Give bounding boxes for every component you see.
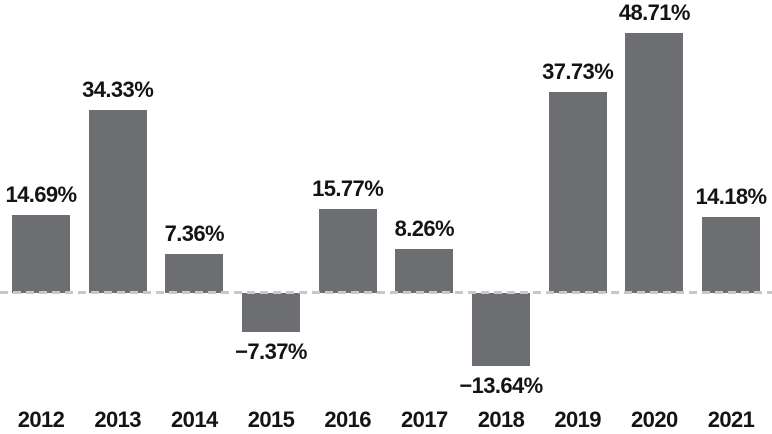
value-label-2019: 37.73% — [542, 58, 614, 84]
x-axis-label-2020: 2020 — [631, 407, 678, 432]
bar-2021 — [702, 217, 760, 293]
value-label-2016: 15.77% — [312, 175, 384, 201]
bar-2015 — [242, 293, 300, 333]
x-axis-label-2012: 2012 — [17, 407, 65, 432]
bar-2017 — [395, 248, 454, 293]
bar-2019 — [548, 91, 607, 293]
bar-2020 — [625, 32, 684, 293]
zero-baseline — [0, 291, 772, 294]
value-label-2017: 8.26% — [394, 215, 455, 241]
value-label-2020: 48.71% — [618, 0, 691, 25]
x-axis-label-2014: 2014 — [171, 407, 218, 432]
bar-2014 — [165, 253, 224, 293]
value-label-2013: 34.33% — [82, 76, 154, 102]
bar-2016 — [318, 208, 377, 293]
x-axis-label-2021: 2021 — [707, 407, 755, 432]
bar-2018 — [472, 293, 530, 366]
value-label-2014: 7.36% — [164, 220, 225, 246]
bar-2013 — [88, 109, 147, 293]
x-axis-label-2019: 2019 — [554, 407, 601, 432]
x-axis-label-2016: 2016 — [324, 407, 371, 432]
value-label-2021: 14.18% — [695, 184, 767, 210]
value-label-2015: −7.37% — [235, 339, 307, 365]
x-axis-label-2017: 2017 — [401, 407, 448, 432]
x-axis-label-2015: 2015 — [247, 407, 295, 432]
value-label-2012: 14.69% — [5, 181, 77, 207]
x-axis-label-2013: 2013 — [94, 407, 141, 432]
bar-2012 — [12, 214, 70, 293]
value-label-2018: −13.64% — [459, 372, 543, 398]
x-axis-label-2018: 2018 — [477, 407, 525, 432]
